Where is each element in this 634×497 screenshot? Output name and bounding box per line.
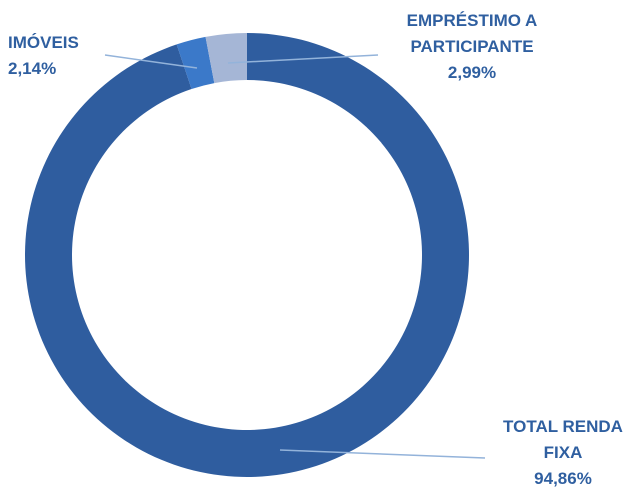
label-name: TOTAL RENDA FIXA: [503, 417, 623, 462]
label: TOTAL RENDA FIXA 94,86%: [488, 414, 634, 492]
slice: [176, 36, 215, 90]
label-value: 94,86%: [534, 469, 592, 488]
label: IMÓVEIS 2,14%: [8, 30, 118, 82]
leader-line: [227, 54, 379, 64]
label: EMPRÉSTIMO A PARTICIPANTE 2,99%: [372, 8, 572, 86]
label-name: EMPRÉSTIMO A PARTICIPANTE: [406, 11, 538, 56]
label-value: 2,99%: [447, 63, 497, 82]
slices: [25, 33, 470, 477]
slice: [25, 33, 470, 477]
slice: [205, 33, 247, 84]
leader-line: [104, 54, 198, 69]
label-value: 2,14%: [8, 59, 57, 78]
label-name: IMÓVEIS: [8, 33, 79, 52]
leader-line: [279, 449, 486, 459]
